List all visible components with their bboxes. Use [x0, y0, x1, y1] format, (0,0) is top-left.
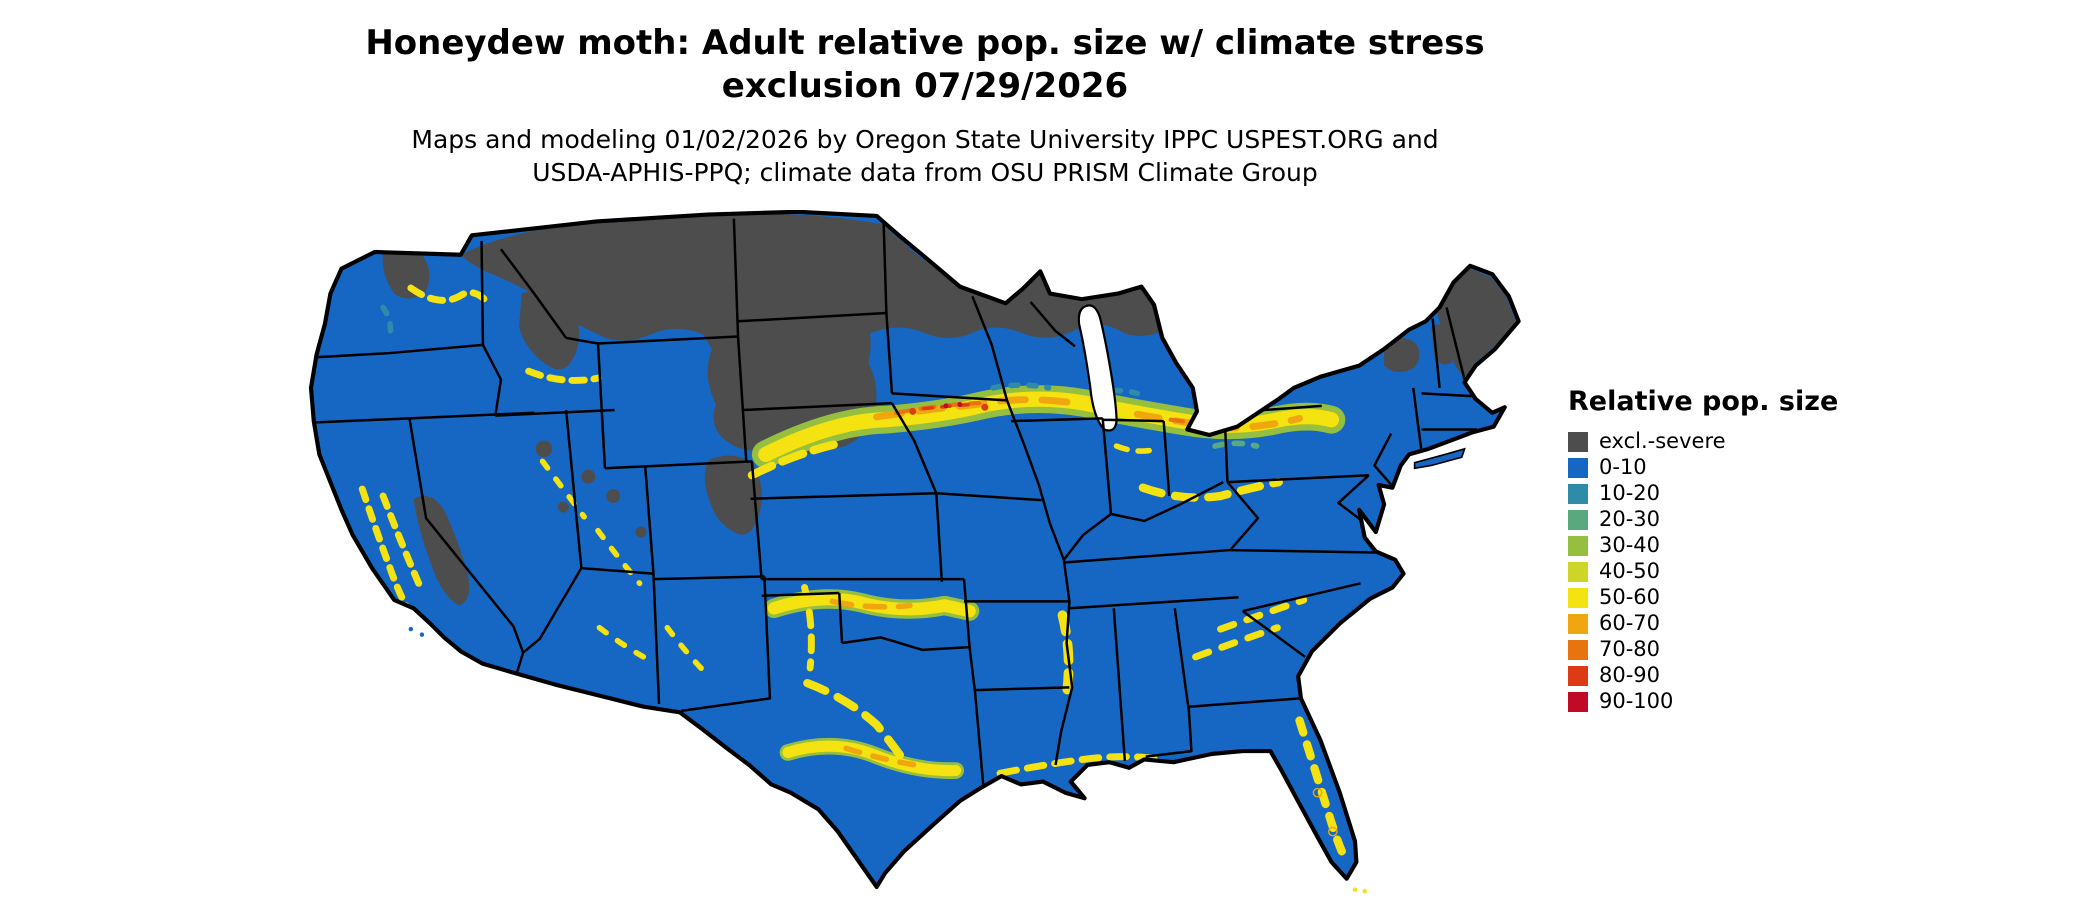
legend-swatch: [1568, 665, 1588, 686]
red-speck: [981, 403, 989, 411]
island-dot: [419, 632, 425, 637]
teal-speck: [990, 382, 1052, 391]
legend-label: 90-100: [1599, 689, 1674, 713]
darkred-speck: [957, 401, 963, 407]
florida-keys: [1352, 887, 1367, 894]
teal-speck: [380, 304, 394, 344]
exclusion-speck: [557, 501, 569, 513]
band-piedmont-1: [1217, 596, 1308, 633]
legend-label: 70-80: [1599, 637, 1661, 661]
state-border-lines: [313, 218, 1478, 788]
title-line-2: exclusion 07/29/2026: [721, 65, 1129, 106]
popsize-80-90-layer: [909, 402, 989, 415]
long-island: [1413, 447, 1466, 470]
exclusion-severe-layer: [382, 213, 1516, 606]
legend-swatch: [1568, 561, 1588, 582]
legend-item: 60-70: [1568, 613, 1848, 634]
red-core-iowa: [922, 402, 973, 411]
exclusion-north-band: [460, 213, 1160, 342]
legend-item: 0-10: [1568, 457, 1848, 478]
band-snake-plain: [525, 367, 602, 384]
legend-swatch: [1568, 509, 1588, 530]
band-new-mexico: [664, 624, 712, 680]
band-sandhills: [747, 440, 838, 480]
legend-swatch: [1568, 431, 1588, 452]
legend-label: excl.-severe: [1599, 429, 1726, 453]
band-piedmont-2: [1192, 624, 1281, 661]
exclusion-cascades: [382, 247, 430, 299]
legend-item: 90-100: [1568, 691, 1848, 712]
lake-michigan: [1077, 304, 1118, 432]
legend-swatch: [1568, 483, 1588, 504]
legend-swatch: [1568, 457, 1588, 478]
legend-title: Relative pop. size: [1568, 386, 1839, 417]
band-kansas: [767, 592, 976, 618]
green-speck: [1212, 440, 1260, 449]
legend-label: 10-20: [1599, 481, 1661, 505]
legend-items: excl.-severe 0-10 10-20 20-30 30-40 40-5…: [1568, 431, 1848, 712]
band-california-2: [379, 492, 425, 591]
title-line-1: Honeydew moth: Adult relative pop. size …: [365, 23, 1485, 63]
orange-speck-florida: [1327, 826, 1338, 837]
exclusion-northern-rockies: [665, 290, 877, 454]
exclusion-speck: [606, 489, 621, 503]
channel-islands: [408, 626, 425, 637]
exclusion-colorado-rockies: [704, 455, 762, 535]
legend-swatch: [1568, 587, 1588, 608]
exclusion-sierra-nevada: [413, 495, 470, 606]
subtitle-line-1: Maps and modeling 01/02/2026 by Oregon S…: [411, 125, 1439, 154]
subtitle-line-2: USDA-APHIS-PPQ; climate data from OSU PR…: [532, 158, 1318, 187]
exclusion-speck: [535, 440, 553, 458]
band-mogollon: [596, 624, 657, 666]
legend-label: 80-90: [1599, 663, 1661, 687]
band-ohio-valley: [1138, 477, 1283, 502]
band-great-basin-1: [539, 458, 587, 520]
band-great-basin-2: [595, 527, 643, 587]
deep-orange-ohio: [1168, 417, 1243, 425]
orange-speck-florida: [1312, 787, 1323, 798]
legend-label: 60-70: [1599, 611, 1661, 635]
band-gulf-coast: [996, 753, 1166, 777]
legend-item: excl.-severe: [1568, 431, 1848, 452]
legend-label: 0-10: [1599, 455, 1647, 479]
legend-swatch: [1568, 613, 1588, 634]
island-dot: [408, 626, 414, 632]
legend-swatch: [1568, 691, 1588, 712]
key-dot: [1362, 888, 1367, 894]
band-columbia-basin: [407, 284, 491, 306]
legend-item: 40-50: [1568, 561, 1848, 582]
legend-item: 20-30: [1568, 509, 1848, 530]
exclusion-adirondacks: [1384, 337, 1420, 373]
figure-subtitle: Maps and modeling 01/02/2026 by Oregon S…: [0, 123, 1850, 189]
figure-header: Honeydew moth: Adult relative pop. size …: [0, 22, 1850, 189]
deep-orange-iowa: [894, 401, 982, 415]
us-map-svg: [250, 210, 1581, 894]
orange-core-texas: [843, 745, 919, 768]
band-texas-central: [803, 679, 908, 764]
map-legend: Relative pop. size excl.-severe 0-10 10-…: [1568, 386, 1848, 717]
legend-item: 10-20: [1568, 483, 1848, 504]
exclusion-speck: [581, 469, 596, 484]
legend-label: 30-40: [1599, 533, 1661, 557]
legend-item: 70-80: [1568, 639, 1848, 660]
exclusion-speck: [635, 526, 647, 538]
band-florida: [1295, 716, 1349, 861]
red-speck: [909, 407, 917, 415]
legend-swatch: [1568, 639, 1588, 660]
legend-label: 20-30: [1599, 507, 1661, 531]
band-south-michigan: [1113, 443, 1161, 454]
legend-label: 50-60: [1599, 585, 1661, 609]
legend-swatch: [1568, 535, 1588, 556]
legend-item: 50-60: [1568, 587, 1848, 608]
us-map: [250, 210, 1581, 904]
darkred-speck: [943, 403, 949, 409]
legend-label: 40-50: [1599, 559, 1661, 583]
key-dot: [1352, 887, 1358, 892]
state-borders: [313, 218, 1478, 788]
legend-item: 30-40: [1568, 535, 1848, 556]
exclusion-idaho-mountains: [518, 290, 580, 370]
popsize-90-100-layer: [943, 401, 963, 409]
legend-item: 80-90: [1568, 665, 1848, 686]
